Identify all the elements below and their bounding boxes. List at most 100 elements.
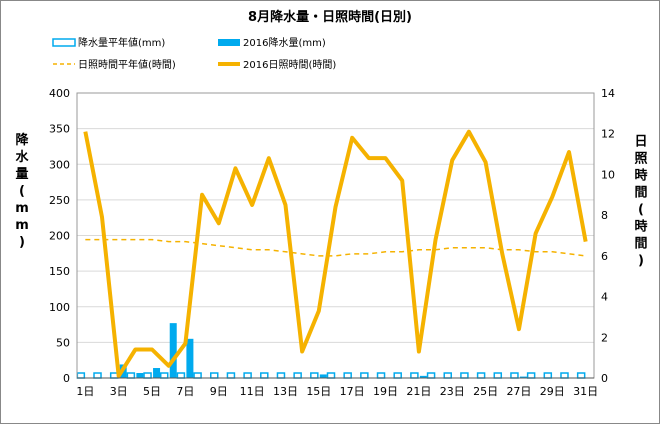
normal-precip-bar <box>410 372 419 379</box>
axis-title-char: m <box>15 218 29 233</box>
normal-precip-bar <box>493 372 503 379</box>
axis-title-char: ) <box>638 254 644 269</box>
x-tick-label: 7日 <box>176 385 194 398</box>
x-tick-label: 17日 <box>340 385 365 398</box>
normal-precip-bar <box>126 372 136 379</box>
axis-title-char: ) <box>19 235 25 250</box>
left-tick-label: 350 <box>49 123 70 136</box>
legend-item-normal-precip: 降水量平年値(mm) <box>52 36 165 49</box>
x-tick-label: 31日 <box>573 385 598 398</box>
normal-precip-bar <box>276 372 286 379</box>
precip-2016-bar <box>153 368 161 378</box>
normal-precip-bar <box>310 372 319 379</box>
legend-item-normal-sunshine: 日照時間平年値(時間) <box>53 58 176 71</box>
normal-precip-bar <box>360 372 369 379</box>
left-tick-label: 250 <box>49 194 70 207</box>
x-tick-label: 3日 <box>110 385 128 398</box>
left-tick-label: 150 <box>49 265 70 278</box>
normal-precip-bar <box>376 372 386 379</box>
axis-title-char: ( <box>638 203 644 218</box>
normal-precip-bar <box>159 372 169 379</box>
right-tick-label: 10 <box>601 168 615 181</box>
left-axis-ticks: 0 50 100 150 200 250 300 350 400 <box>49 87 70 385</box>
legend-swatch-2016-precip <box>218 39 240 46</box>
right-tick-label: 2 <box>601 331 608 344</box>
left-tick-label: 400 <box>49 87 70 100</box>
right-tick-label: 8 <box>601 209 608 222</box>
normal-precip-bar <box>143 372 152 379</box>
axis-title-char: 降 <box>15 132 29 148</box>
normal-precip-bar <box>76 372 86 379</box>
x-tick-label: 23日 <box>440 385 465 398</box>
normal-precip-bar <box>543 372 553 379</box>
right-tick-label: 12 <box>601 128 615 141</box>
normal-precip-bar <box>343 372 352 379</box>
normal-precip-bar <box>460 372 469 379</box>
axis-title-char: 間 <box>634 186 647 201</box>
x-tick-label: 27日 <box>506 385 531 398</box>
precip-2016-bar <box>169 323 177 378</box>
x-tick-label: 29日 <box>540 385 565 398</box>
normal-precip-bar <box>526 372 536 379</box>
chart-title: 8月降水量・日照時間(日別) <box>248 9 412 25</box>
legend-label-2016-sunshine: 2016日照時間(時間) <box>243 59 336 71</box>
right-tick-label: 0 <box>601 372 608 385</box>
legend-swatch-normal-precip <box>52 38 76 47</box>
normal-precip-bar <box>243 372 252 379</box>
legend-label-normal-sunshine: 日照時間平年値(時間) <box>78 58 176 71</box>
precip-2016-bar <box>186 338 194 378</box>
right-axis-ticks: 0 2 4 6 8 10 12 14 <box>601 87 615 385</box>
normal-precip-bar <box>426 372 436 379</box>
axis-title-char: 日 <box>634 135 647 150</box>
right-tick-label: 6 <box>601 250 608 263</box>
axis-title-char: 水 <box>15 149 29 165</box>
x-tick-label: 11日 <box>240 385 265 398</box>
right-tick-label: 4 <box>601 291 608 304</box>
x-axis-ticks: 1日 3日 5日 7日 9日 11日 13日 15日 17日 19日 21日 23日 25日 27日 29日… <box>76 385 598 398</box>
left-tick-label: 300 <box>49 158 70 171</box>
x-tick-label: 15日 <box>306 385 331 398</box>
left-tick-label: 200 <box>49 230 70 243</box>
x-tick-label: 19日 <box>373 385 398 398</box>
axis-title-char: 量 <box>15 167 28 182</box>
normal-precip-bar <box>326 372 336 379</box>
normal-precip-bar <box>560 372 569 379</box>
normal-precip-bar <box>210 372 219 379</box>
sunshine-lines <box>83 129 588 378</box>
normal-precip-bar <box>176 372 186 379</box>
axis-title-char: 時 <box>634 168 647 184</box>
x-tick-label: 13日 <box>273 385 298 398</box>
right-tick-label: 14 <box>601 87 615 100</box>
normal-precip-bar <box>226 372 236 379</box>
x-tick-label: 25日 <box>473 385 498 398</box>
precip-2016-bar <box>136 373 144 378</box>
left-tick-label: 50 <box>56 336 70 349</box>
sunshine-2016-line <box>83 129 588 378</box>
normal-precip-bar <box>576 372 586 379</box>
left-tick-label: 100 <box>49 301 70 314</box>
normal-precip-bar <box>443 372 452 379</box>
axis-title-char: 間 <box>634 237 647 252</box>
axis-title-char: ( <box>19 184 25 199</box>
legend-label-normal-precip: 降水量平年値(mm) <box>78 36 165 49</box>
normal-precip-bar <box>393 372 402 379</box>
left-tick-label: 0 <box>63 372 70 385</box>
precip-2016-bar <box>319 374 327 378</box>
x-tick-label: 9日 <box>210 385 228 398</box>
precip-2016-bar <box>519 376 527 378</box>
x-tick-label: 21日 <box>406 385 431 398</box>
axes <box>76 92 595 379</box>
right-axis-title: 日照時間(時間) <box>634 135 647 269</box>
normal-precip-bar <box>293 372 302 379</box>
left-axis-title: 降水量 ( mm) <box>15 132 29 250</box>
precip-2016-bar <box>419 375 427 378</box>
normal-precip-bar <box>93 372 102 379</box>
normal-precip-bar <box>260 372 269 379</box>
legend-item-2016-sunshine: 2016日照時間(時間) <box>218 59 336 71</box>
axis-title-char: 照 <box>634 152 647 167</box>
axis-title-char: m <box>15 201 29 216</box>
normal-precip-bar <box>193 372 202 379</box>
axis-title-char: 時 <box>634 219 647 235</box>
axis-titles: 降水量(mm)日照時間(時間) <box>15 132 647 269</box>
